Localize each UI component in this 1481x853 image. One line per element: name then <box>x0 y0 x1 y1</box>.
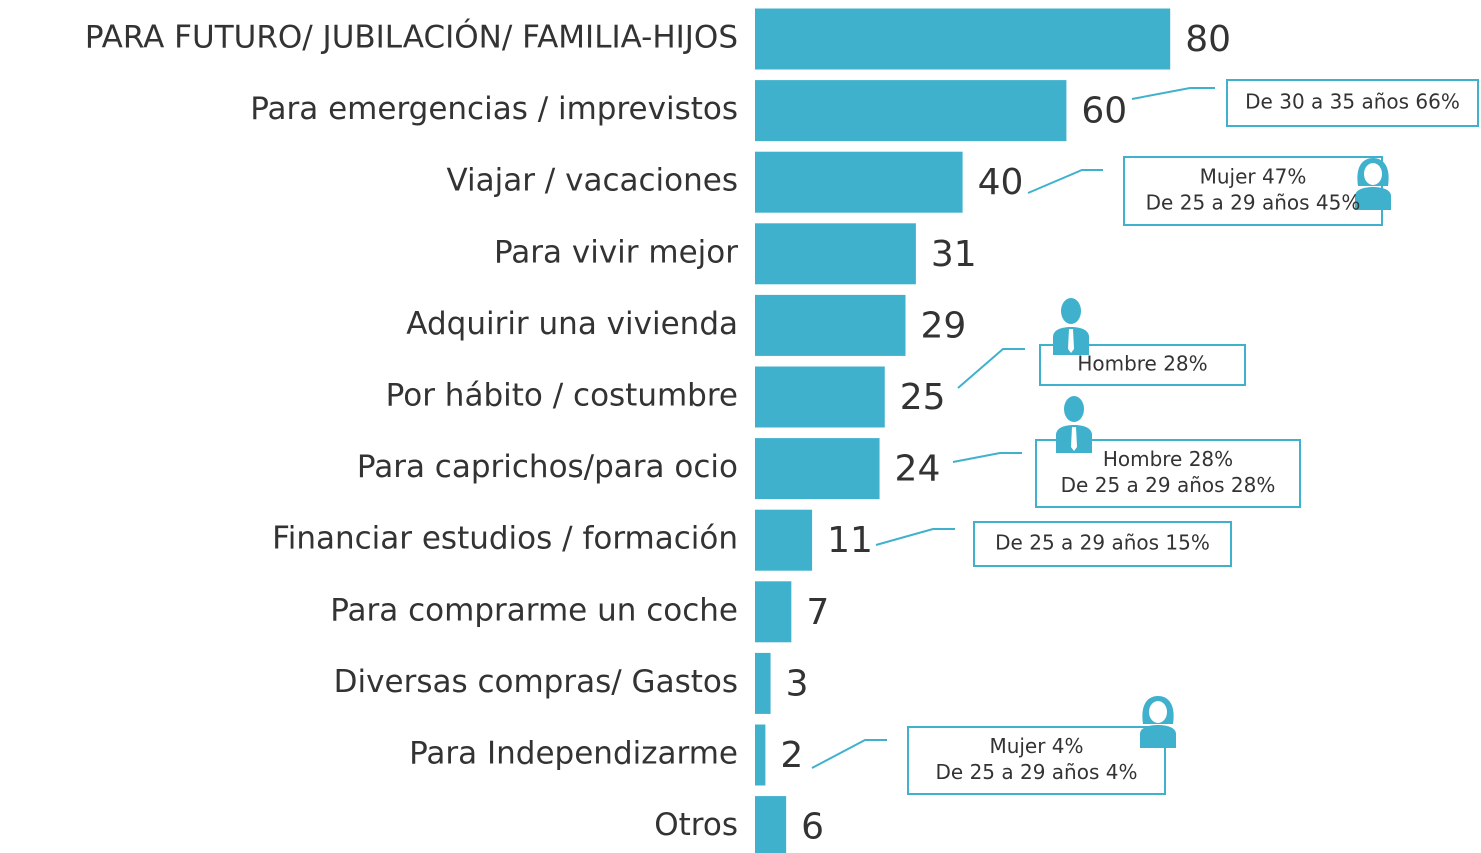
value-label: 25 <box>900 377 946 418</box>
bar <box>755 724 766 786</box>
annotation-box <box>907 726 1166 795</box>
category-label: Por hábito / costumbre <box>386 378 738 414</box>
bar <box>755 294 906 356</box>
category-label: Financiar estudios / formación <box>272 521 738 557</box>
bar <box>755 509 813 571</box>
category-label: PARA FUTURO/ JUBILACIÓN/ FAMILIA-HIJOS <box>85 19 738 56</box>
annotation-text: De 25 a 29 años 4% <box>936 760 1138 784</box>
value-label: 60 <box>1081 91 1127 132</box>
bar <box>755 223 916 285</box>
leader-line <box>1027 169 1103 194</box>
category-label: Diversas compras/ Gastos <box>334 664 738 700</box>
bar <box>755 438 880 500</box>
icon-head <box>1064 396 1084 422</box>
value-label: 80 <box>1185 19 1231 60</box>
annotation-box <box>1039 344 1246 386</box>
bar <box>755 151 963 213</box>
value-label: 6 <box>801 807 824 848</box>
icon-body <box>1355 187 1391 210</box>
annotation-text: Mujer 47% <box>1200 165 1307 189</box>
category-label: Para vivir mejor <box>494 234 738 270</box>
bar <box>755 366 885 428</box>
annotation-text: De 25 a 29 años 28% <box>1061 473 1276 497</box>
icon-body <box>1140 725 1176 748</box>
value-label: 24 <box>895 449 941 490</box>
category-label: Para emergencias / imprevistos <box>250 91 738 127</box>
value-label: 40 <box>978 162 1024 203</box>
bar <box>755 652 771 714</box>
icon-face <box>1364 163 1382 185</box>
annotation-text: De 25 a 29 años 45% <box>1146 191 1361 215</box>
woman-icon <box>1140 696 1176 748</box>
leader-line <box>957 348 1025 389</box>
icon-head <box>1061 298 1081 324</box>
man-icon <box>1056 396 1092 453</box>
annotation-text: Mujer 4% <box>989 734 1083 758</box>
value-label: 2 <box>780 735 803 776</box>
category-label: Para caprichos/para ocio <box>357 449 738 485</box>
man-icon <box>1053 298 1089 355</box>
annotation-box <box>973 521 1232 567</box>
value-label: 31 <box>931 234 977 275</box>
annotation-text: De 25 a 29 años 15% <box>995 531 1210 555</box>
leader-line <box>875 528 955 546</box>
icon-face <box>1149 701 1167 723</box>
leader-line <box>811 739 887 769</box>
value-label: 3 <box>786 663 809 704</box>
annotation-box <box>1123 156 1383 226</box>
value-label: 7 <box>806 592 829 633</box>
category-label: Adquirir una vivienda <box>406 306 738 342</box>
woman-icon <box>1355 158 1391 210</box>
bar <box>755 80 1067 142</box>
bar <box>755 8 1171 70</box>
leader-line <box>952 452 1022 463</box>
value-label: 11 <box>827 520 873 561</box>
category-label: Otros <box>654 807 738 843</box>
bar <box>755 796 787 853</box>
annotation-text: De 30 a 35 años 66% <box>1245 90 1460 114</box>
icon-tie <box>1071 427 1077 451</box>
icon-tie <box>1068 329 1074 353</box>
bar <box>755 581 792 643</box>
category-label: Viajar / vacaciones <box>446 163 738 199</box>
category-label: Para Independizarme <box>409 736 738 772</box>
annotation-text: Hombre 28% <box>1103 447 1233 471</box>
leader-line <box>1131 87 1215 100</box>
annotation-text: Hombre 28% <box>1077 352 1207 376</box>
annotation-box <box>1226 79 1479 127</box>
value-label: 29 <box>921 305 967 346</box>
category-label: Para comprarme un coche <box>330 592 738 628</box>
